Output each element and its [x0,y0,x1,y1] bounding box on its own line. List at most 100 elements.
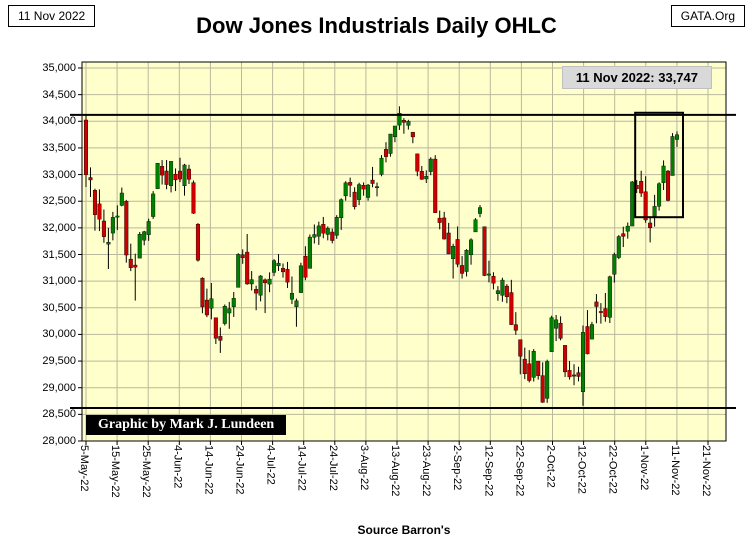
candle-down [164,170,169,185]
candle-up [625,225,630,232]
candle-down [513,324,518,331]
candle-down [178,170,183,180]
candle-down [415,153,420,172]
candle-down [245,251,250,285]
y-axis-label: 35,000 [42,62,76,74]
candle-up [231,298,236,307]
candle-down [88,177,93,181]
candle-down [576,372,581,377]
candle-up [339,199,344,219]
x-axis-label: 4-Jun-22 [171,445,184,489]
candle-down [666,170,671,201]
y-axis-label: 30,000 [42,328,76,341]
candle-down [195,223,200,261]
candle-down [124,201,129,256]
x-axis-label: 14-Jul-22 [295,445,308,491]
candle-down [321,224,326,234]
candle-down [352,191,357,207]
x-axis-label: 22-Oct-22 [606,445,619,494]
candle-down [504,285,509,298]
candle-up [155,163,160,189]
candle-up [294,300,299,308]
candle-down [522,358,527,375]
candle-down [330,231,335,241]
candle-up [106,242,111,245]
x-axis-label: 25-May-22 [140,445,153,498]
candle-up [249,279,254,285]
candle-down [191,182,196,214]
x-axis-label: 11-Nov-22 [668,445,681,496]
candle-up [222,305,227,324]
chart-title: Dow Jones Industrials Daily OHLC [196,13,557,38]
candle-up [486,273,491,276]
candle-up [397,112,402,126]
candle-up [652,206,657,217]
candle-down [482,226,487,276]
candle-down [639,181,644,194]
candle-up [464,249,469,272]
candle-up [236,254,241,288]
candle-up [549,317,554,352]
candle-up [375,186,380,189]
candle-down [594,301,599,307]
y-axis-label: 34,500 [42,88,76,101]
candle-down [460,265,465,274]
x-axis-label: 24-Jul-22 [326,445,339,491]
candle-down [518,339,523,357]
x-axis-label: 21-Nov-22 [700,445,712,497]
candle-down [133,264,138,268]
candle-down [383,149,388,157]
candle-down [540,375,545,403]
candle-up [209,298,214,309]
candle-up [227,308,232,314]
candle-down [410,131,415,138]
candle-up [272,260,277,273]
x-axis-label: 1-Nov-22 [637,445,650,491]
candle-up [531,351,536,378]
candle-down [186,168,191,180]
y-axis-label: 29,500 [42,355,76,368]
candle-up [366,184,371,198]
candle-down [509,292,514,325]
candle-up [325,228,330,235]
x-axis-label: 15-May-22 [109,445,122,498]
candle-up [307,236,312,269]
x-axis-label: 23-Aug-22 [420,445,433,497]
y-axis-label: 32,000 [42,221,76,234]
candle-down [433,158,438,213]
candle-down [370,179,375,184]
candle-up [258,275,263,296]
candle-up [392,125,397,138]
candle-down [361,185,366,190]
y-axis-label: 33,000 [42,168,76,181]
candle-up [428,158,433,172]
candle-up [379,157,384,175]
candle-down [285,269,290,283]
candle-down [643,191,648,221]
candle-down [572,374,577,377]
candle-down [281,268,286,273]
candle-down [446,232,451,255]
highlight-box [634,111,685,219]
candle-up [298,265,303,293]
y-axis-label: 29,000 [42,381,76,394]
y-axis-label: 34,000 [42,115,76,128]
candle-down [101,220,106,237]
candle-up [424,176,429,180]
candle-down [83,119,88,175]
candle-down [603,308,608,317]
candle-up [357,184,362,200]
candle-up [142,231,147,241]
x-axis-label: 13-Aug-22 [389,445,401,497]
candle-down [173,173,178,181]
y-axis-label: 30,500 [42,301,76,314]
y-axis-label: 28,000 [42,435,76,447]
candle-up [661,165,666,183]
x-axis-label: 12-Sep-22 [482,445,495,497]
candle-up [495,290,500,294]
candle-up [110,217,115,234]
candle-up [500,279,505,296]
candle-up [169,161,174,186]
